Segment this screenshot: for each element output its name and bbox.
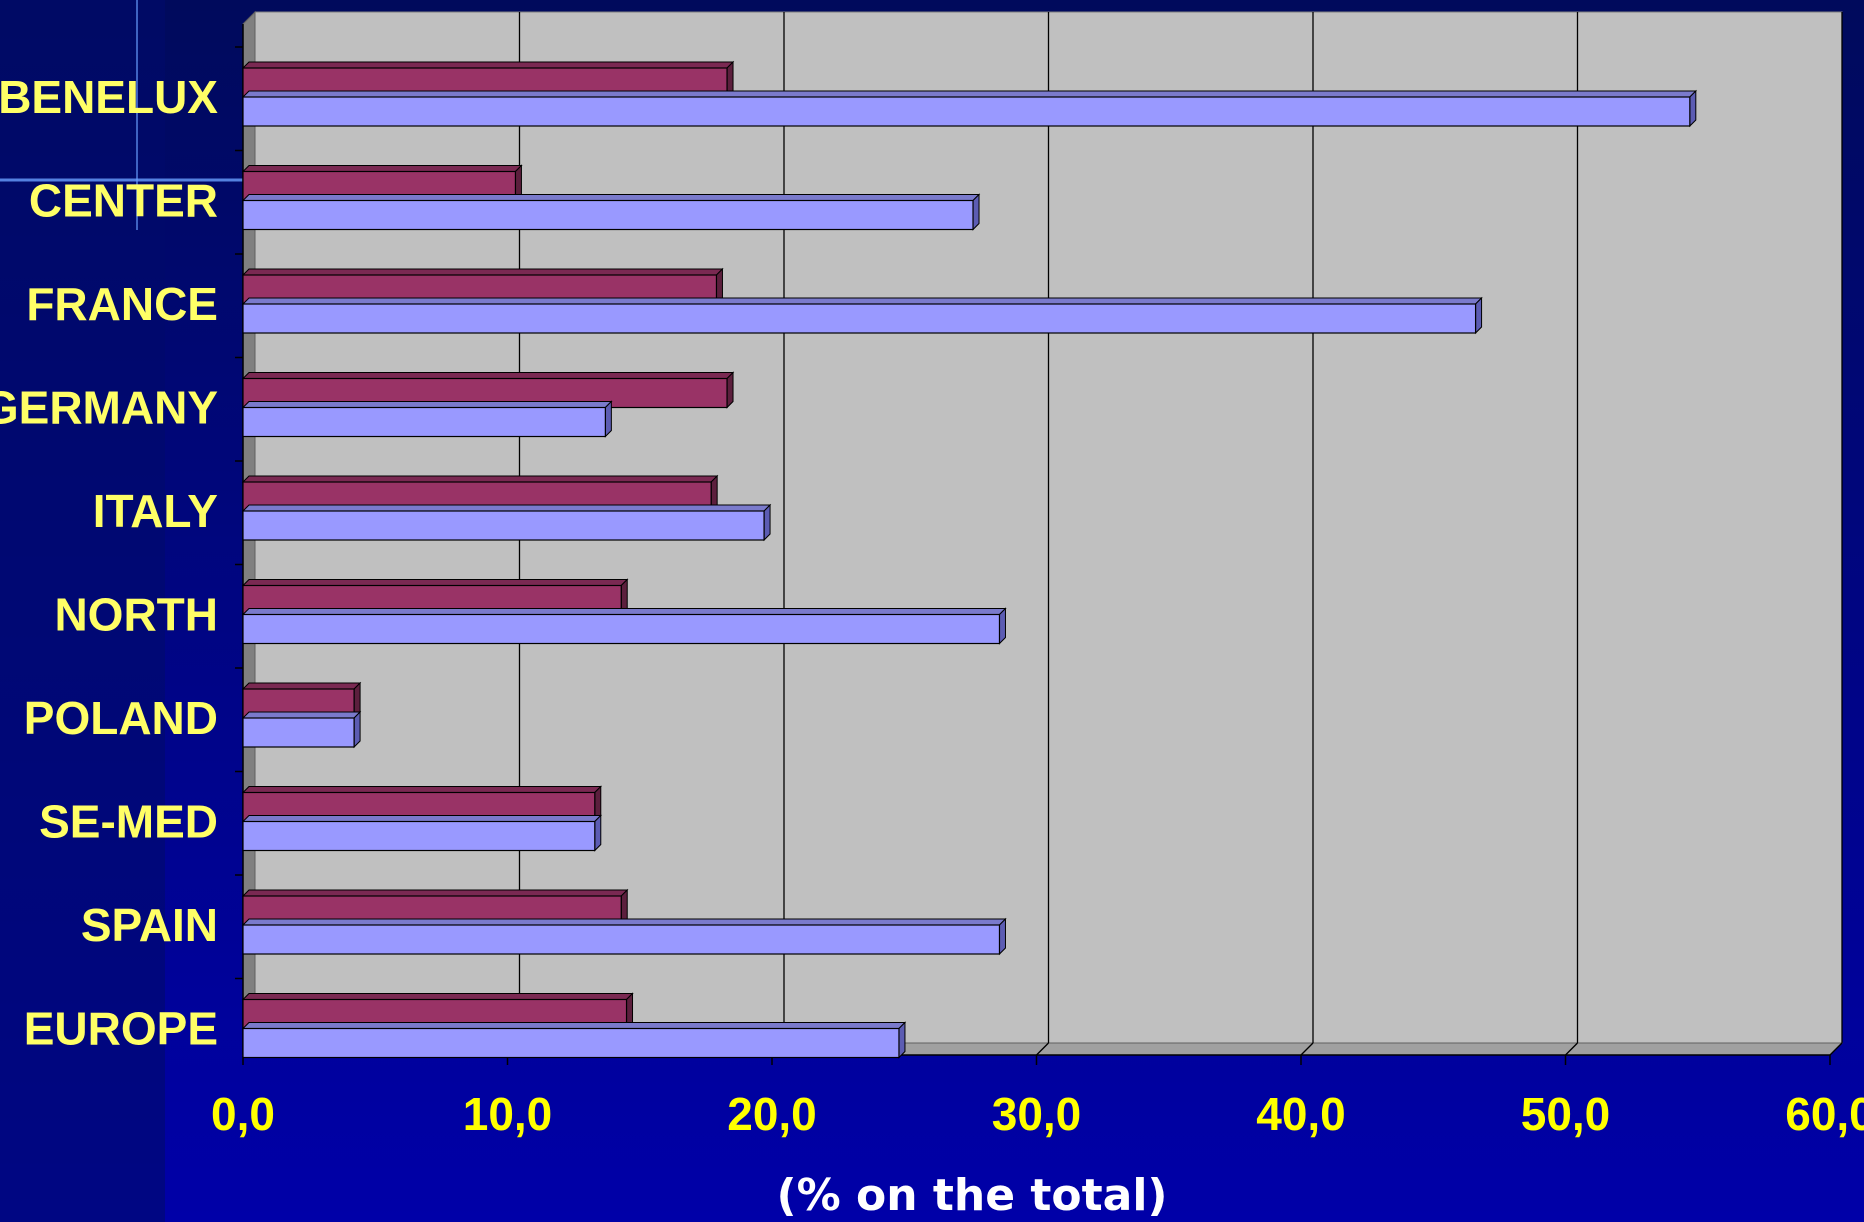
bars-group bbox=[241, 60, 1698, 1059]
bar-top-face bbox=[241, 1022, 907, 1029]
bar-side-face bbox=[898, 1021, 906, 1059]
x-tick-label: 10,0 bbox=[463, 1088, 553, 1140]
x-tick-label: 60,0 bbox=[1785, 1088, 1864, 1140]
category-label: GERMANY bbox=[0, 382, 218, 434]
category-label: ITALY bbox=[93, 485, 218, 537]
bar-top-face bbox=[241, 815, 602, 822]
bar-top-face bbox=[241, 90, 1698, 98]
bar-side-face bbox=[594, 814, 602, 852]
bar-top-face bbox=[241, 194, 981, 201]
floor-gridline bbox=[1829, 1042, 1843, 1056]
bar-top-face bbox=[241, 165, 523, 172]
bar-s2 bbox=[242, 820, 596, 852]
bar-top-face bbox=[241, 608, 1007, 615]
bar-s2 bbox=[242, 303, 1477, 334]
bar-top-face bbox=[241, 786, 602, 793]
x-tick-label: 40,0 bbox=[1256, 1088, 1346, 1140]
category-label: NORTH bbox=[54, 589, 218, 641]
x-tick-label: 0,0 bbox=[211, 1088, 275, 1140]
bar-s2 bbox=[242, 717, 355, 748]
bar-side-face bbox=[604, 400, 612, 438]
x-tick-label: 50,0 bbox=[1521, 1088, 1611, 1140]
floor-gridline bbox=[1300, 1042, 1314, 1056]
bar-s2 bbox=[242, 96, 1691, 127]
category-label: SE-MED bbox=[39, 796, 218, 848]
bar-s2 bbox=[242, 1027, 900, 1059]
category-label: SPAIN bbox=[81, 899, 218, 951]
category-label: CENTER bbox=[29, 175, 218, 227]
bar-s2 bbox=[242, 406, 606, 438]
bar-top-face bbox=[241, 579, 629, 586]
bar-side-face bbox=[1475, 296, 1483, 335]
category-label: POLAND bbox=[24, 692, 218, 744]
bar-top-face bbox=[241, 993, 634, 1000]
bar-top-face bbox=[241, 682, 362, 690]
bar-top-face bbox=[241, 297, 1483, 305]
x-tick-label: 20,0 bbox=[727, 1088, 817, 1140]
bar-s2 bbox=[242, 510, 765, 541]
category-label: FRANCE bbox=[26, 278, 218, 330]
bar-top-face bbox=[241, 889, 629, 897]
category-label: EUROPE bbox=[24, 1003, 218, 1055]
floor-gridline bbox=[1036, 1042, 1049, 1056]
bar-top-face bbox=[241, 268, 724, 276]
bar-top-face bbox=[241, 918, 1007, 926]
bar-side-face bbox=[726, 371, 734, 409]
floor-gridline bbox=[1565, 1042, 1578, 1056]
x-tick-label: 30,0 bbox=[992, 1088, 1082, 1140]
bar-side-face bbox=[972, 193, 980, 231]
bar-side-face bbox=[763, 503, 771, 542]
category-label: BENELUX bbox=[0, 71, 218, 123]
labels-group: 0,0 10,0 20,0 30,0 40,0 50,0 60,0 BENELUX CENTER… bbox=[0, 71, 1864, 1221]
bar-top-face bbox=[241, 711, 362, 719]
bar-top-face bbox=[241, 61, 735, 69]
bar-side-face bbox=[998, 607, 1006, 645]
bar-s2 bbox=[242, 924, 1001, 955]
bar-top-face bbox=[241, 372, 735, 379]
bar-top-face bbox=[241, 401, 613, 408]
bar-top-face bbox=[241, 504, 772, 512]
bar-s2 bbox=[242, 199, 974, 231]
bar-top-face bbox=[241, 475, 719, 483]
bar-side-face bbox=[998, 917, 1006, 956]
bar-side-face bbox=[1689, 89, 1697, 128]
bar-side-face bbox=[353, 710, 361, 749]
bar-s2 bbox=[242, 613, 1001, 645]
x-axis-label: (% on the total) bbox=[776, 1170, 1167, 1221]
